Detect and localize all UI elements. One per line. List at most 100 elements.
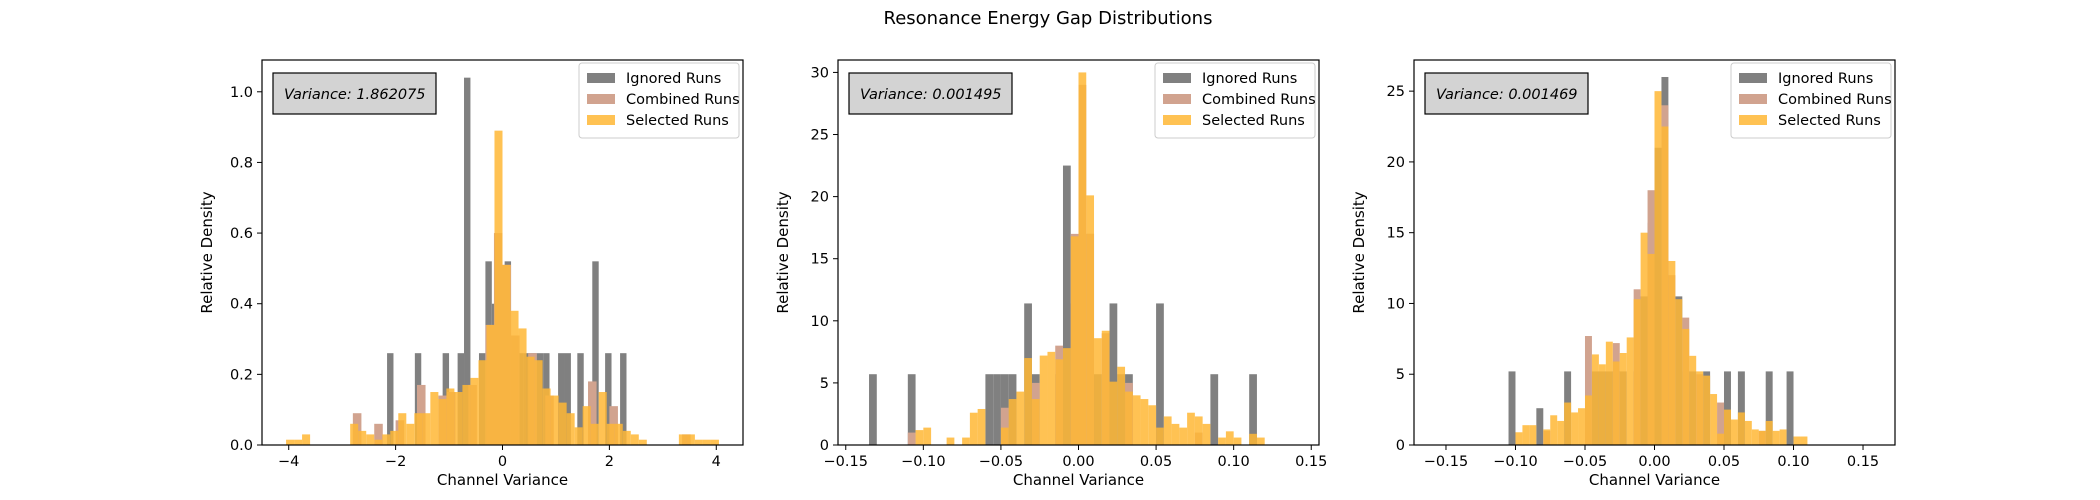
histogram-bar — [977, 408, 986, 445]
x-axis: −0.15 −0.10 −0.05 0.00 0.05 0.10 0.15 Channel V… — [1424, 445, 1879, 489]
histogram-bar — [1557, 420, 1565, 445]
y-tick-label: 15 — [811, 252, 829, 268]
histogram-bar — [1156, 427, 1164, 445]
histogram-bar — [1140, 399, 1149, 445]
legend: Ignored Runs Combined Runs Selected Runs — [578, 62, 740, 139]
histogram-bar — [1571, 412, 1579, 445]
x-tick-label: 0.10 — [1777, 454, 1809, 470]
histogram-bar — [430, 392, 439, 445]
histogram-bar — [1640, 232, 1648, 445]
histogram-bar — [1744, 420, 1752, 445]
annotation-box — [272, 72, 437, 115]
histogram-bar — [1078, 72, 1087, 445]
y-tick-label: 1.0 — [230, 85, 253, 101]
y-axis-label: Relative Density — [1350, 191, 1368, 313]
histogram-bar — [574, 427, 583, 445]
histogram-bar — [1793, 436, 1801, 445]
histogram-bar — [1696, 371, 1704, 445]
histogram-bar — [985, 374, 994, 445]
histogram-bar — [869, 374, 877, 445]
histogram-bar — [564, 353, 571, 445]
x-tick-label: 0.05 — [1708, 454, 1740, 470]
legend-label-combined-runs: Combined Runs — [1202, 92, 1316, 108]
y-tick-label: 10 — [811, 314, 829, 330]
y-tick-label: 20 — [1387, 155, 1405, 171]
histogram-bar — [1163, 416, 1172, 445]
histogram-bar — [1765, 420, 1773, 445]
x-tick-label: −0.05 — [1563, 454, 1607, 470]
histogram-bar — [1233, 437, 1242, 445]
y-tick-label: 0 — [820, 438, 829, 454]
histogram-bar — [478, 360, 487, 445]
annotation-box — [1424, 72, 1589, 115]
x-tick-label: 0.05 — [1140, 454, 1172, 470]
histogram-bar — [1249, 433, 1257, 445]
histogram-bar — [1148, 405, 1157, 445]
histogram-bar — [406, 423, 415, 445]
histogram-bar — [1125, 391, 1133, 445]
histogram-bar — [592, 261, 599, 445]
histogram-bar — [286, 439, 295, 445]
histogram-bar — [1249, 374, 1257, 445]
histogram-bar — [1202, 423, 1211, 445]
legend: Ignored Runs Combined Runs Selected Runs — [1154, 62, 1316, 139]
x-tick-label: 0 — [498, 454, 507, 470]
y-axis-label: Relative Density — [198, 191, 216, 313]
histogram-bar — [915, 430, 924, 445]
subplot-1: −4 −2 0 2 4 Channel Variance 0.0 0.2 0.4 0.6 0.8 1.… — [198, 59, 744, 489]
histogram-bar — [1086, 195, 1095, 445]
legend-label-selected-runs: Selected Runs — [626, 113, 729, 129]
histogram-bar — [1529, 425, 1537, 445]
histogram-bar — [1564, 402, 1572, 445]
y-axis: 0.0 0.2 0.4 0.6 0.8 1.0 Relative Density — [198, 85, 262, 454]
annotation-text: Variance: 0.001469 — [1436, 87, 1578, 103]
histogram-bar — [1578, 408, 1585, 445]
histogram-bar — [1031, 399, 1040, 445]
histogram-bar — [470, 377, 479, 445]
histogram-bar — [542, 388, 551, 445]
histogram-bar — [1109, 381, 1118, 445]
legend-label-combined-runs: Combined Runs — [1778, 92, 1892, 108]
y-tick-label: 0.6 — [230, 226, 253, 242]
y-tick-label: 0.4 — [230, 297, 253, 313]
x-axis: −0.15 −0.10 −0.05 0.00 0.05 0.10 0.15 Channel V… — [824, 445, 1327, 489]
y-tick-label: 25 — [1387, 84, 1405, 100]
histogram-bar — [438, 399, 447, 445]
histogram-bar — [923, 427, 932, 445]
histogram-bar — [1256, 437, 1265, 445]
histogram-bar — [678, 434, 687, 445]
x-tick-label: 0.15 — [1295, 454, 1327, 470]
histogram-bar — [1055, 359, 1063, 445]
histogram-bar — [382, 434, 391, 445]
histogram-bar — [1550, 415, 1558, 445]
x-axis: −4 −2 0 2 4 Channel Variance — [278, 445, 721, 489]
histogram-bar — [302, 434, 311, 445]
histogram-bar — [1619, 353, 1627, 445]
histogram-bar — [1654, 91, 1662, 445]
histogram-bar — [1522, 425, 1530, 445]
histogram-bar — [294, 439, 303, 445]
histogram-bar — [1000, 407, 1009, 445]
histogram-bar — [1536, 408, 1544, 445]
bars — [869, 72, 1265, 445]
annotation-box — [848, 72, 1013, 115]
legend-label-ignored-runs: Ignored Runs — [1202, 71, 1297, 87]
histogram-bar — [374, 439, 383, 445]
variance-annotation: Variance: 1.862075 — [272, 72, 437, 115]
histogram-bar — [558, 353, 565, 445]
legend-label-selected-runs: Selected Runs — [1202, 113, 1305, 129]
y-tick-label: 10 — [1387, 296, 1405, 312]
histogram-bar — [1094, 338, 1102, 445]
histogram-bar — [1710, 394, 1718, 445]
histogram-bar — [1772, 430, 1780, 445]
histogram-bar — [534, 360, 543, 445]
legend-swatch-ignored-runs — [1163, 73, 1191, 83]
histogram-bar — [582, 406, 591, 445]
legend-label-ignored-runs: Ignored Runs — [1778, 71, 1873, 87]
legend-swatch-ignored-runs — [587, 73, 615, 83]
series-selected-runs — [1515, 91, 1808, 445]
x-axis-label: Channel Variance — [1589, 471, 1720, 489]
x-tick-label: −0.10 — [1493, 454, 1537, 470]
figure-title: Resonance Energy Gap Distributions — [884, 8, 1213, 29]
histogram-bar — [1047, 351, 1056, 445]
